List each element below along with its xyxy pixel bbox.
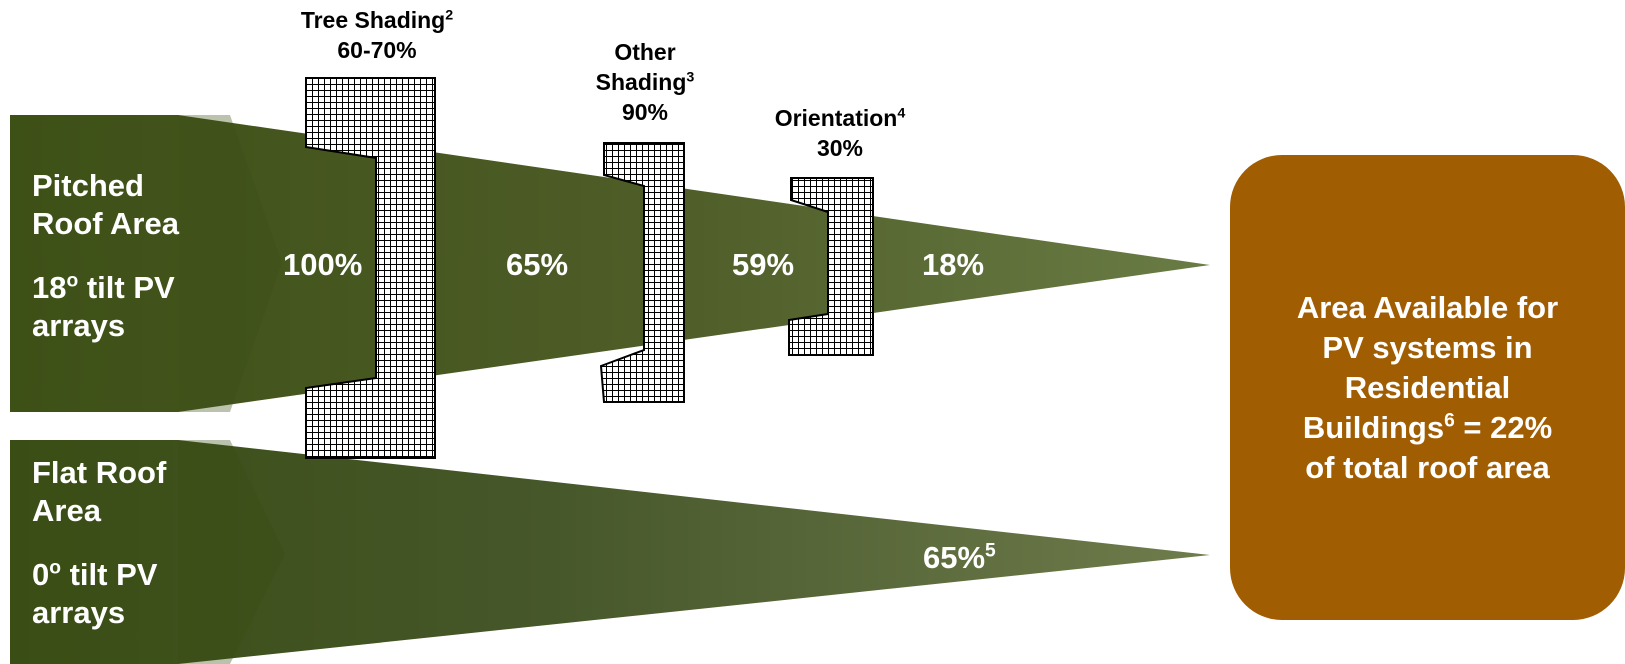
other-shading-filter: [599, 142, 685, 403]
flat-roof-arrays: arrays: [32, 595, 126, 630]
result-box: Area Available for PV systems in Residen…: [1230, 155, 1625, 620]
orientation-value: 30%: [816, 135, 864, 161]
pitched-roof-chevron: [178, 115, 282, 412]
tree-shading-filter: [305, 77, 436, 459]
flat-roof-label-line2: Area: [32, 493, 101, 528]
orientation-label: Orientation4 30%: [735, 103, 945, 163]
flat-roof-chevron: [178, 440, 285, 664]
flat-value: 65%5: [923, 540, 996, 575]
flat-roof-label: Flat Roof Area 0o tilt PV arrays: [32, 454, 166, 632]
pitched-value-65: 65%: [506, 247, 569, 282]
flat-roof-tilt: 0o tilt PV: [32, 557, 158, 592]
pitched-roof-tilt: 18o tilt PV: [32, 270, 175, 305]
pitched-roof-label-line1: Pitched: [32, 168, 144, 203]
pitched-roof-label: Pitched Roof Area 18o tilt PV arrays: [32, 167, 179, 345]
pitched-value-59: 59%: [732, 247, 795, 282]
flat-roof-funnel: [10, 440, 1210, 664]
tree-shading-value: 60-70%: [337, 37, 417, 63]
pitched-roof-funnel: [10, 115, 1210, 412]
flat-roof-label-line1: Flat Roof: [32, 455, 167, 490]
result-text: Area Available for PV systems in Residen…: [1296, 289, 1559, 485]
pitched-roof-label-line2: Roof Area: [32, 206, 179, 241]
pitched-value-100: 100%: [283, 247, 363, 282]
tree-shading-label: Tree Shading2 60-70%: [262, 5, 492, 65]
orientation-filter: [788, 177, 874, 356]
other-shading-value: 90%: [621, 99, 669, 125]
pitched-value-18: 18%: [922, 247, 985, 282]
pitched-roof-arrays: arrays: [32, 308, 126, 343]
other-shading-label: Other Shading3 90%: [565, 37, 725, 127]
